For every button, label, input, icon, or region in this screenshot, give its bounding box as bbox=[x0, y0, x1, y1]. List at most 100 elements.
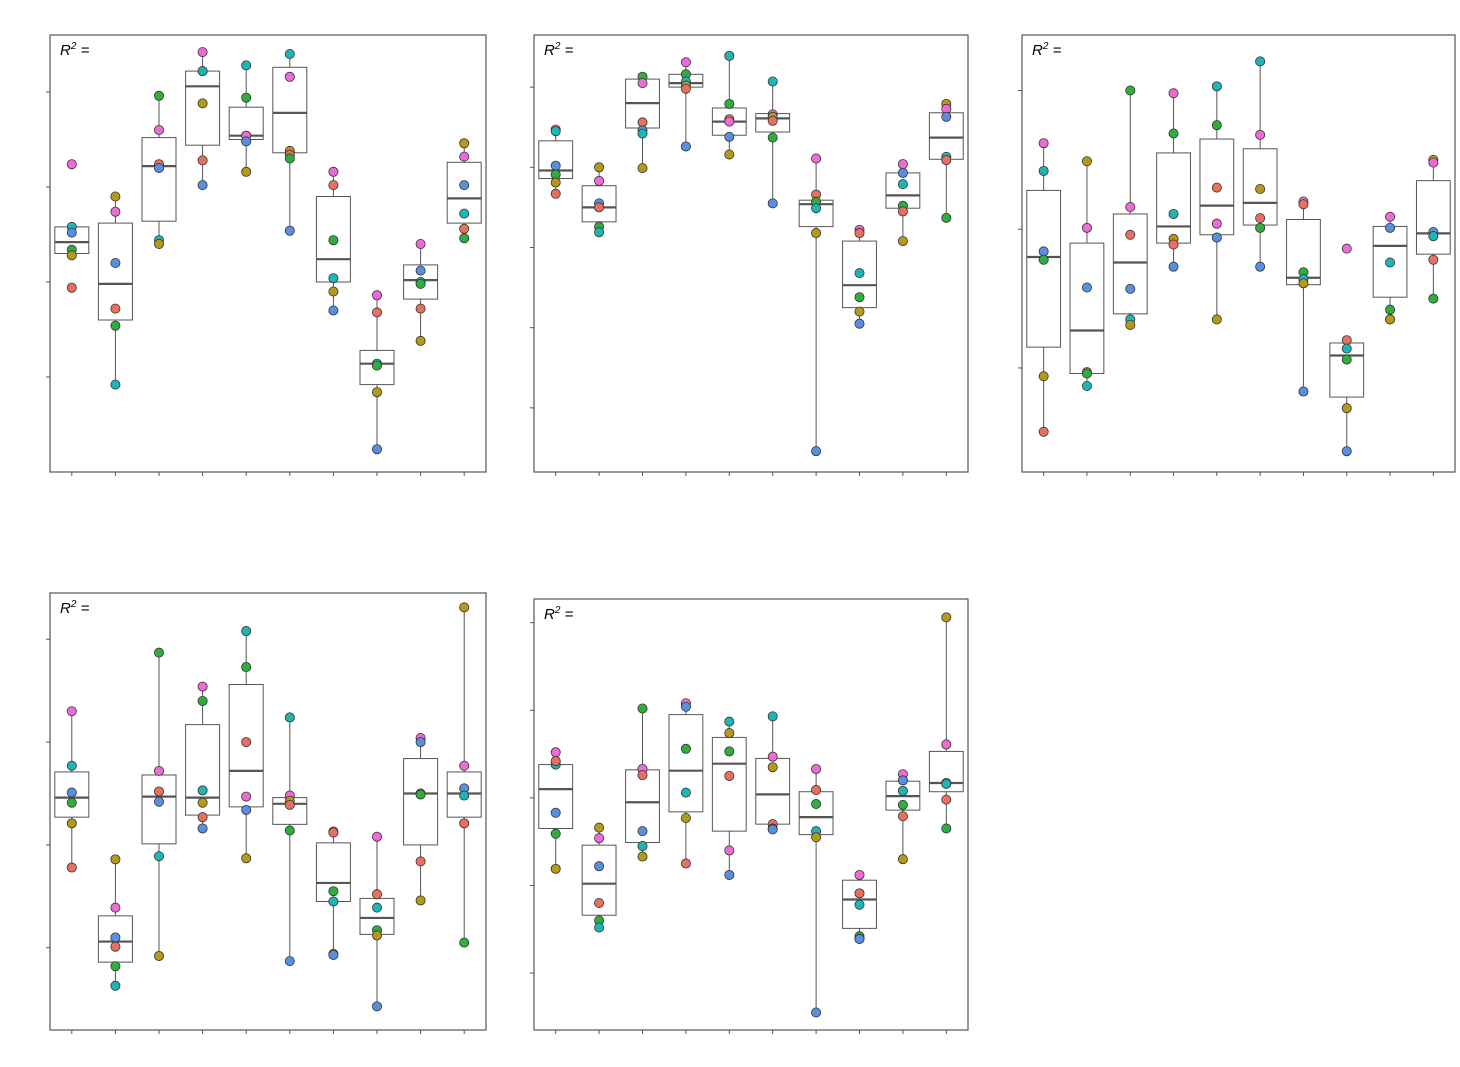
box-group-d84 bbox=[446, 602, 482, 948]
data-point bbox=[1168, 261, 1179, 272]
data-point bbox=[594, 822, 605, 833]
box bbox=[1415, 180, 1451, 255]
data-point bbox=[767, 711, 778, 722]
data-point bbox=[1341, 446, 1352, 457]
data-point bbox=[854, 228, 865, 239]
data-point bbox=[941, 212, 952, 223]
data-point bbox=[724, 98, 735, 109]
data-point bbox=[1168, 128, 1179, 139]
data-point bbox=[550, 756, 561, 767]
data-point bbox=[680, 743, 691, 754]
data-point bbox=[1081, 222, 1092, 233]
data-point bbox=[724, 746, 735, 757]
data-point bbox=[680, 57, 691, 68]
plot-frame bbox=[49, 34, 487, 473]
r-squared-exponent: 2 bbox=[554, 41, 561, 52]
data-point bbox=[153, 162, 164, 173]
data-point bbox=[197, 797, 208, 808]
data-point bbox=[941, 155, 952, 166]
box-group-d70 bbox=[403, 732, 439, 906]
data-point bbox=[284, 712, 295, 723]
data-point bbox=[767, 198, 778, 209]
data-point bbox=[854, 899, 865, 910]
data-point bbox=[66, 862, 77, 873]
data-point bbox=[197, 180, 208, 191]
data-point bbox=[897, 236, 908, 247]
data-point bbox=[1385, 257, 1396, 268]
data-point bbox=[767, 824, 778, 835]
r-squared-symbol: R bbox=[1032, 42, 1043, 59]
data-point bbox=[284, 799, 295, 810]
box bbox=[403, 758, 439, 846]
data-point bbox=[1125, 85, 1136, 96]
data-point bbox=[1385, 222, 1396, 233]
data-point bbox=[1385, 314, 1396, 325]
data-point bbox=[284, 956, 295, 967]
data-point bbox=[241, 853, 252, 864]
data-point bbox=[1385, 211, 1396, 222]
data-point bbox=[1211, 81, 1222, 92]
data-point bbox=[897, 785, 908, 796]
box bbox=[141, 137, 177, 222]
box-group-d35 bbox=[272, 49, 308, 236]
box-group-d28 bbox=[711, 50, 747, 160]
data-point bbox=[415, 789, 426, 800]
box bbox=[1112, 213, 1148, 315]
data-point bbox=[724, 131, 735, 142]
data-point bbox=[811, 203, 822, 214]
box bbox=[755, 757, 791, 825]
data-point bbox=[371, 290, 382, 301]
data-point bbox=[1168, 208, 1179, 219]
box-group-d21 bbox=[185, 47, 221, 191]
box bbox=[1069, 242, 1105, 375]
data-point bbox=[153, 786, 164, 797]
r-squared-label: R2 = bbox=[1032, 41, 1062, 59]
r-squared-label: R2 = bbox=[544, 41, 574, 59]
data-point bbox=[371, 387, 382, 398]
data-point bbox=[110, 941, 121, 952]
data-point bbox=[941, 794, 952, 805]
data-point bbox=[897, 854, 908, 865]
box bbox=[141, 774, 177, 845]
data-point bbox=[811, 1007, 822, 1018]
data-point bbox=[66, 250, 77, 261]
data-point bbox=[153, 647, 164, 658]
box-group-d28 bbox=[1199, 81, 1235, 325]
data-point bbox=[811, 784, 822, 795]
data-point bbox=[637, 851, 648, 862]
data-point bbox=[284, 153, 295, 164]
box-group-d42 bbox=[798, 763, 834, 1018]
data-point bbox=[724, 149, 735, 160]
data-point bbox=[680, 83, 691, 94]
box-group-d14 bbox=[141, 90, 177, 249]
box-group-d28 bbox=[711, 716, 747, 880]
r-squared-symbol: R bbox=[60, 600, 71, 617]
data-point bbox=[550, 807, 561, 818]
data-point bbox=[284, 825, 295, 836]
data-point bbox=[941, 612, 952, 623]
data-point bbox=[241, 626, 252, 637]
data-point bbox=[197, 66, 208, 77]
data-point bbox=[897, 799, 908, 810]
data-point bbox=[153, 950, 164, 961]
data-point bbox=[371, 307, 382, 318]
data-point bbox=[371, 1001, 382, 1012]
data-point bbox=[459, 602, 470, 613]
data-point bbox=[241, 804, 252, 815]
data-point bbox=[153, 796, 164, 807]
data-point bbox=[1428, 157, 1439, 168]
data-point bbox=[66, 797, 77, 808]
data-point bbox=[197, 785, 208, 796]
data-point bbox=[594, 833, 605, 844]
data-point bbox=[897, 206, 908, 217]
data-point bbox=[1341, 243, 1352, 254]
data-point bbox=[328, 827, 339, 838]
box-group-d42 bbox=[315, 826, 351, 960]
box-group-d07 bbox=[97, 854, 133, 991]
data-point bbox=[637, 826, 648, 837]
data-point bbox=[897, 811, 908, 822]
data-point bbox=[550, 160, 561, 171]
box-group-d35 bbox=[272, 712, 308, 967]
data-point bbox=[854, 888, 865, 899]
box-group-d00 bbox=[54, 159, 90, 293]
